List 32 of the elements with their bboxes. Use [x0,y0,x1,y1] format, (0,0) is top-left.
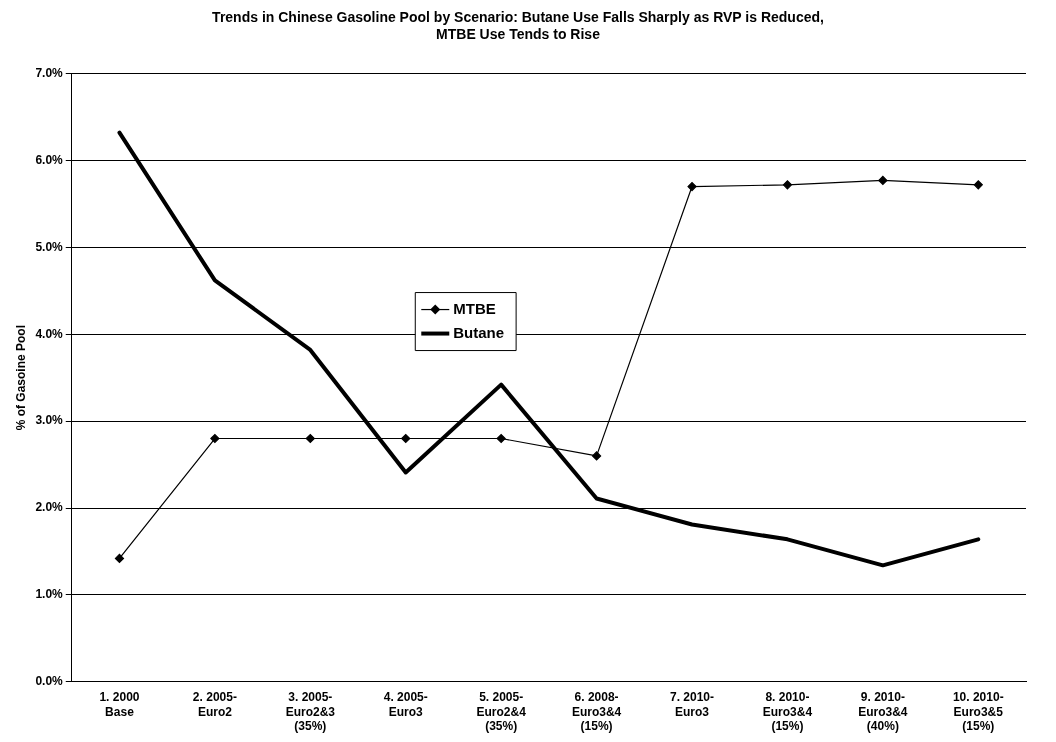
legend-label: Butane [453,323,505,341]
x-tick-label: 7. 2010- Euro3 [669,690,715,719]
x-tick-label: 4. 2005- Euro3 [383,690,428,719]
legend-label: MTBE [453,299,496,317]
y-tick-label: 4.0% [35,326,64,341]
x-tick-label: 8. 2010- Euro3&4 (15%) [762,690,813,734]
point [210,433,220,444]
x-tick-label: 1. 2000 Base [99,690,140,719]
y-tick-label: 3.0% [35,413,64,428]
point [401,433,411,444]
y-axis-title: % of Gasoine Pool [13,325,28,431]
y-tick-label: 2.0% [35,500,64,515]
x-tick-label: 6. 2008- Euro3&4 (15%) [571,690,622,734]
point [973,180,983,190]
y-tick-label: 7.0% [35,65,64,80]
point [782,180,793,190]
x-tick-label: 5. 2005- Euro2&4 (35%) [476,690,527,734]
point [496,433,506,444]
chart-title: Trends in Chinese Gasoline Pool by Scenario: Butane Use Falls Sharply as RVP is Reduced, MTBE Use Tends to Rise [212,9,824,43]
point [687,181,697,192]
point [114,553,125,564]
y-tick-label: 5.0% [35,239,64,254]
x-tick-label: 3. 2005- Euro2&3 (35%) [285,690,336,734]
x-tick-label: 10. 2010- Euro3&5 (15%) [952,690,1004,734]
y-tick-label: 6.0% [35,152,64,167]
x-tick-label: 2. 2005- Euro2 [192,690,237,719]
y-tick-label: 1.0% [35,587,64,602]
x-tick-label: 9. 2010- Euro3&4 (40%) [858,690,908,734]
point [878,175,888,186]
point [305,433,315,444]
point [591,451,602,461]
y-tick-label: 0.0% [35,674,64,689]
